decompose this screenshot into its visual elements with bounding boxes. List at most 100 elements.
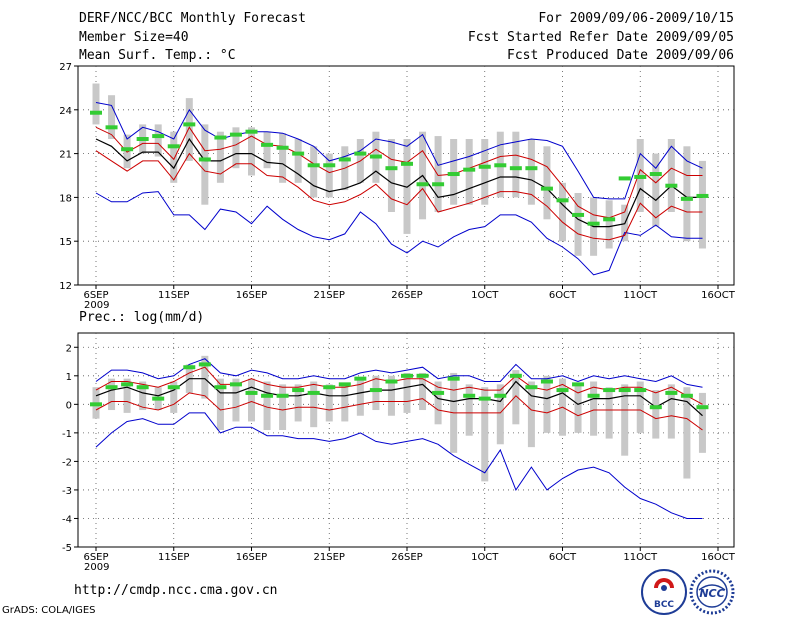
x-tick-label: 1OCT bbox=[471, 552, 499, 563]
observed-marker bbox=[136, 137, 149, 141]
spread-box bbox=[698, 392, 706, 453]
observed-marker bbox=[369, 388, 382, 393]
observed-marker bbox=[603, 388, 616, 393]
observed-marker bbox=[307, 390, 320, 395]
spread-box bbox=[652, 390, 660, 439]
observed-marker bbox=[292, 151, 305, 156]
spread-box bbox=[667, 384, 675, 439]
observed-marker bbox=[167, 144, 180, 149]
spread-box bbox=[574, 193, 582, 256]
observed-marker bbox=[198, 157, 211, 162]
ncc-logo: NCC bbox=[689, 569, 735, 615]
observed-marker bbox=[432, 182, 445, 187]
lower-spread-line bbox=[95, 150, 703, 241]
y-tick-label: 27 bbox=[59, 62, 72, 73]
x-tick-label: 16SEP bbox=[236, 552, 267, 563]
observed-marker bbox=[696, 193, 709, 198]
observed-marker bbox=[369, 154, 382, 159]
y-tick-label: -3 bbox=[62, 486, 72, 497]
spread-box bbox=[216, 378, 224, 431]
spread-box bbox=[559, 182, 566, 242]
observed-marker bbox=[121, 382, 134, 387]
y-tick-label: -5 bbox=[62, 543, 72, 554]
x-tick-year-label: 2009 bbox=[84, 562, 109, 573]
observed-marker bbox=[478, 396, 491, 401]
observed-marker bbox=[198, 362, 211, 367]
spread-box bbox=[201, 124, 209, 205]
x-tick-label: 26SEP bbox=[391, 552, 422, 563]
observed-marker bbox=[323, 163, 336, 168]
x-tick-label: 11OCT bbox=[623, 290, 658, 301]
bcc-logo: BCC bbox=[641, 569, 687, 615]
spread-box bbox=[434, 381, 442, 425]
max-line bbox=[95, 102, 703, 200]
spread-box bbox=[170, 381, 178, 413]
observed-marker bbox=[680, 393, 693, 398]
x-tick-label: 26SEP bbox=[391, 290, 422, 301]
observed-marker bbox=[618, 388, 631, 393]
website-url[interactable]: http://cmdp.ncc.cma.gov.cn bbox=[74, 583, 278, 598]
observed-marker bbox=[494, 393, 507, 398]
x-tick-label: 6OCT bbox=[549, 290, 577, 301]
spread-box bbox=[698, 160, 706, 249]
y-tick-label: 18 bbox=[59, 193, 72, 204]
y-tick-label: 1 bbox=[66, 372, 72, 383]
observed-marker bbox=[665, 183, 678, 188]
observed-marker bbox=[276, 145, 289, 150]
spread-box bbox=[356, 378, 364, 416]
x-tick-label: 16OCT bbox=[701, 552, 736, 563]
observed-marker bbox=[121, 147, 134, 152]
spread-box bbox=[590, 381, 598, 436]
spread-box bbox=[185, 98, 193, 161]
observed-marker bbox=[447, 172, 460, 177]
spread-box bbox=[403, 139, 411, 234]
observed-marker bbox=[416, 182, 429, 187]
observed-marker bbox=[401, 373, 413, 378]
observed-marker bbox=[105, 385, 118, 390]
observed-marker bbox=[618, 176, 631, 181]
y-tick-label: -4 bbox=[62, 514, 72, 525]
observed-marker bbox=[354, 376, 367, 381]
observed-marker bbox=[587, 393, 600, 398]
precip-panel-title: Prec.: log(mm/d) bbox=[79, 310, 205, 325]
spread-box bbox=[527, 381, 535, 448]
observed-marker bbox=[354, 151, 367, 156]
spread-box bbox=[123, 378, 131, 413]
observed-marker bbox=[478, 164, 491, 169]
x-tick-label: 6SEP bbox=[83, 552, 108, 563]
x-tick-label: 1OCT bbox=[471, 290, 499, 301]
bcc-logo-text: BCC bbox=[654, 600, 674, 610]
median-line bbox=[95, 137, 703, 228]
spread-box bbox=[325, 384, 333, 422]
lower-spread-line bbox=[95, 392, 703, 431]
spread-box bbox=[139, 381, 147, 411]
variable-label: Mean Surf. Temp.: °C bbox=[79, 48, 236, 63]
spread-box bbox=[294, 384, 302, 422]
observed-marker bbox=[509, 373, 522, 378]
forecast-period: For 2009/09/06-2009/10/15 bbox=[538, 11, 734, 26]
spread-box bbox=[279, 133, 287, 183]
observed-marker bbox=[416, 373, 429, 378]
observed-marker bbox=[90, 402, 102, 407]
observed-marker bbox=[338, 157, 351, 162]
observed-marker bbox=[572, 212, 585, 217]
spread-box bbox=[512, 131, 520, 198]
y-tick-label: 0 bbox=[66, 400, 72, 411]
grads-credit: GrADS: COLA/IGES bbox=[2, 605, 96, 616]
observed-marker bbox=[525, 166, 538, 171]
observed-marker bbox=[680, 196, 693, 201]
x-tick-label: 11SEP bbox=[158, 552, 189, 563]
spread-box bbox=[263, 381, 271, 431]
observed-marker bbox=[463, 167, 476, 172]
observed-marker bbox=[307, 163, 320, 168]
observed-marker bbox=[634, 388, 647, 393]
spread-box bbox=[232, 127, 240, 169]
y-tick-label: 24 bbox=[59, 106, 72, 117]
spread-box bbox=[652, 153, 660, 227]
spread-box bbox=[232, 378, 240, 422]
chart-title: DERF/NCC/BCC Monthly Forecast bbox=[79, 11, 306, 26]
observed-marker bbox=[494, 163, 507, 168]
ncc-logo-text: NCC bbox=[699, 587, 724, 600]
spread-box bbox=[621, 384, 629, 456]
x-tick-label: 21SEP bbox=[314, 290, 345, 301]
